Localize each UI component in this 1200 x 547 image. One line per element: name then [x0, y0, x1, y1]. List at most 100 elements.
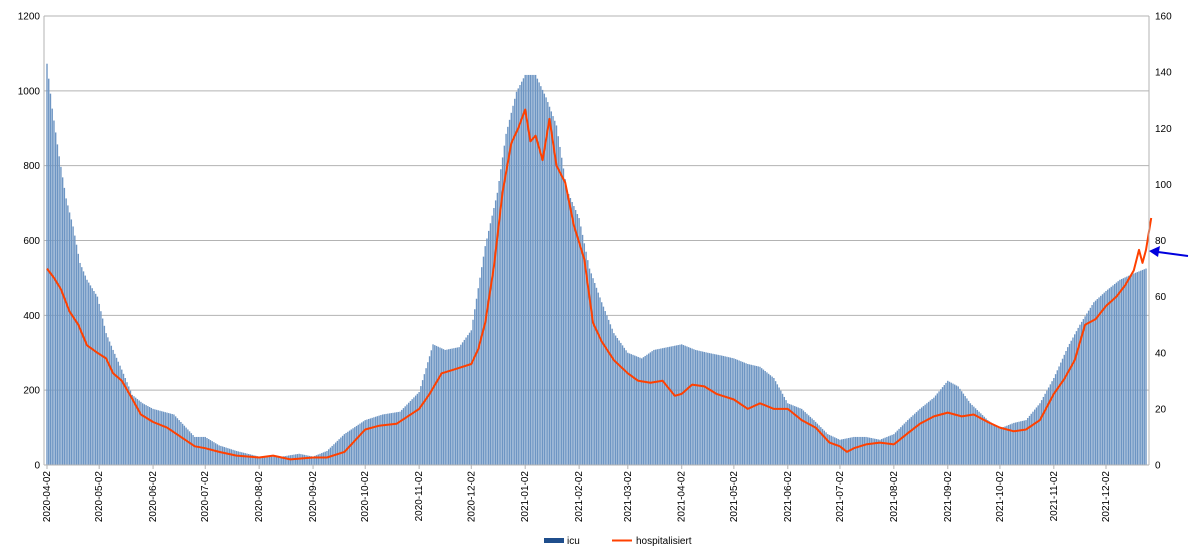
- icu-bar: [734, 359, 737, 465]
- icu-bar: [988, 421, 991, 465]
- icu-bar: [886, 436, 888, 465]
- icu-bar: [1068, 343, 1071, 465]
- icu-bar: [670, 346, 672, 465]
- icu-bar: [668, 346, 671, 465]
- icu-bar: [154, 409, 156, 465]
- icu-bar: [381, 414, 384, 465]
- icu-bar: [696, 350, 699, 465]
- icu-bar: [882, 438, 885, 465]
- icu-bar: [1074, 334, 1076, 465]
- icu-bar: [141, 403, 144, 465]
- icu-bar: [1087, 310, 1090, 465]
- icu-bar: [853, 436, 855, 465]
- icu-bar: [708, 353, 711, 465]
- y-tick-left: 800: [23, 161, 40, 172]
- icu-bar: [307, 455, 309, 465]
- x-tick-label: 2021-05-02: [729, 471, 740, 523]
- icu-bar: [1134, 272, 1137, 465]
- icu-bar: [263, 456, 266, 465]
- icu-bar: [1084, 316, 1086, 465]
- icu-bar: [691, 348, 693, 465]
- icu-bar: [762, 369, 765, 465]
- icu-bar: [533, 74, 535, 466]
- icu-bar: [227, 448, 229, 465]
- icu-bar: [479, 277, 481, 465]
- icu-bar: [1006, 425, 1008, 465]
- icu-bar: [477, 288, 479, 465]
- y-tick-right: 120: [1155, 124, 1172, 135]
- icu-bar: [148, 407, 151, 465]
- icu-bar: [121, 369, 123, 465]
- icu-bar: [529, 74, 532, 466]
- icu-bar: [254, 455, 257, 465]
- icu-bar: [790, 404, 792, 465]
- icu-bar: [1124, 277, 1126, 465]
- icu-bar: [284, 456, 286, 465]
- icu-bar: [237, 451, 239, 465]
- icu-bar: [1108, 288, 1111, 465]
- icu-bar: [1053, 378, 1055, 465]
- icu-bar: [498, 181, 500, 465]
- icu-bar: [157, 410, 159, 465]
- icu-bar: [825, 432, 827, 465]
- icu-bar: [1021, 420, 1024, 465]
- icu-bar: [409, 400, 412, 465]
- y-tick-left: 200: [23, 386, 40, 397]
- icu-bar: [442, 349, 445, 465]
- icu-bar: [378, 415, 380, 465]
- icu-bar: [282, 456, 285, 465]
- icu-bar: [133, 396, 135, 465]
- icu-bar: [100, 311, 102, 465]
- y-tick-left: 400: [23, 311, 40, 322]
- icu-bar: [314, 455, 316, 465]
- icu-bar: [1096, 299, 1099, 465]
- icu-bar: [564, 179, 566, 465]
- icu-bar: [404, 406, 406, 465]
- icu-bar: [248, 453, 250, 465]
- icu-bar: [487, 230, 490, 465]
- icu-bar: [644, 355, 646, 465]
- icu-bar: [439, 347, 441, 465]
- x-tick-label: 2021-08-02: [889, 471, 900, 523]
- x-tick-label: 2021-04-02: [677, 471, 688, 523]
- icu-bar: [1035, 407, 1038, 465]
- icu-bar: [84, 275, 86, 465]
- icu-bar: [1058, 366, 1060, 465]
- icu-bar: [620, 342, 622, 465]
- icu-bar: [1110, 286, 1112, 465]
- icu-bar: [1023, 420, 1025, 465]
- icu-bar: [230, 449, 233, 465]
- icu-bar: [107, 337, 109, 465]
- icu-bar: [931, 399, 933, 465]
- icu-bar: [418, 392, 420, 465]
- icu-bar: [959, 388, 961, 465]
- icu-bar: [503, 145, 506, 465]
- icu-bar: [1100, 295, 1102, 465]
- icu-bar: [983, 416, 985, 465]
- icu-bar: [1061, 358, 1064, 465]
- icu-bar: [270, 456, 273, 465]
- icu-bar: [515, 91, 518, 466]
- icu-bar: [557, 136, 559, 465]
- icu-bar: [707, 352, 709, 465]
- icu-bar: [164, 412, 166, 465]
- icu-bar: [272, 456, 274, 465]
- icu-bar: [545, 97, 547, 465]
- icu-bar: [606, 315, 608, 465]
- icu-bar: [653, 349, 655, 465]
- icu-bar: [976, 409, 979, 465]
- icu-bar: [336, 440, 339, 465]
- icu-bar: [357, 424, 359, 465]
- icu-bar: [687, 347, 690, 465]
- icu-bar: [209, 440, 212, 465]
- icu-bar: [974, 408, 977, 465]
- icu-bar: [60, 166, 62, 465]
- icu-bar: [987, 420, 989, 465]
- icu-bar: [194, 436, 196, 465]
- icu-bar: [458, 347, 460, 465]
- icu-bar: [493, 208, 495, 465]
- icu-bar: [1103, 292, 1105, 465]
- icu-bar: [1126, 276, 1128, 465]
- icu-bar: [627, 352, 629, 465]
